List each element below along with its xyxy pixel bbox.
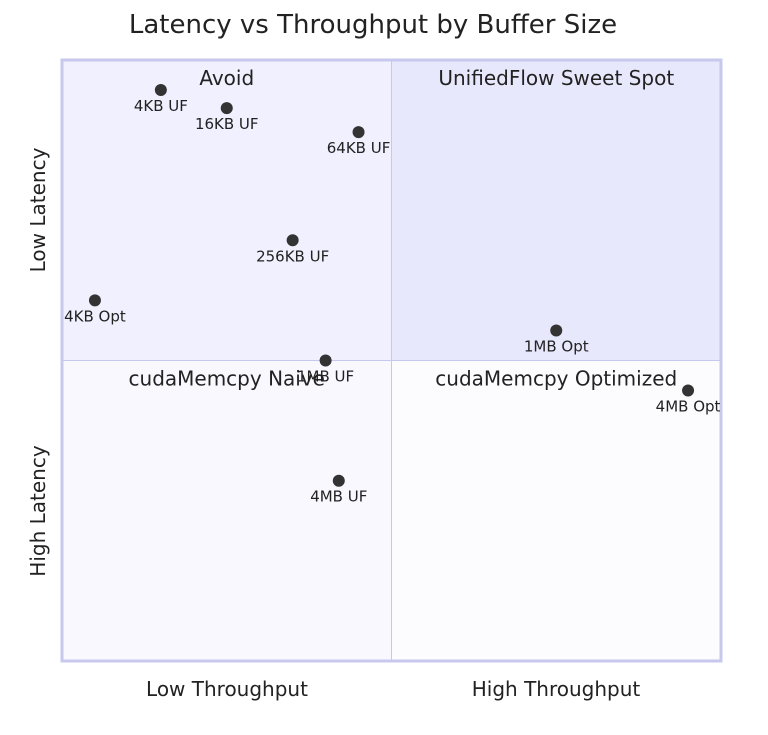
data-point [682,384,695,397]
data-point-label: 1MB Opt [524,337,589,355]
x-axis-high-label: High Throughput [472,677,641,701]
x-axis-low-label: Low Throughput [146,677,308,701]
y-axis-low-label: High Latency [26,445,50,577]
data-point [550,324,563,337]
quadrant-label-top-left: Avoid [199,66,254,90]
quadrant-layer: Avoid UnifiedFlow Sweet Spot cudaMemcpy Na… [62,60,721,661]
data-point [286,234,299,247]
point-layer: 4KB UF 16KB UF 64KB UF 256KB UF 4KB Opt 1MB O… [64,84,721,506]
data-point [319,354,332,367]
data-point [352,126,365,139]
quadrant-label-bottom-right: cudaMemcpy Optimized [435,367,677,391]
data-point-label: 64KB UF [327,139,391,157]
quadrant-label-bottom-left: cudaMemcpy Naive [129,367,325,391]
quadrant-bottom-left [62,360,392,661]
data-point-label: 16KB UF [195,115,259,133]
data-point-label: 256KB UF [256,247,329,265]
data-point [154,84,167,97]
data-point-label: 4MB UF [310,488,367,506]
data-point-label: 1MB UF [297,368,354,386]
y-axis-high-label: Low Latency [26,147,50,272]
data-point [332,474,345,487]
plot-border [60,58,723,663]
data-point-label: 4KB UF [134,97,188,115]
data-point-label: 4MB Opt [656,398,721,416]
quadrant-bottom-right [391,360,721,661]
data-point [220,102,233,115]
data-point [88,294,101,307]
quadrant-top-right [391,60,721,361]
data-point-label: 4KB Opt [64,307,126,325]
divider-layer [60,58,723,663]
quadrant-label-top-right: UnifiedFlow Sweet Spot [438,66,674,90]
chart-title: Latency vs Throughput by Buffer Size [129,10,617,40]
